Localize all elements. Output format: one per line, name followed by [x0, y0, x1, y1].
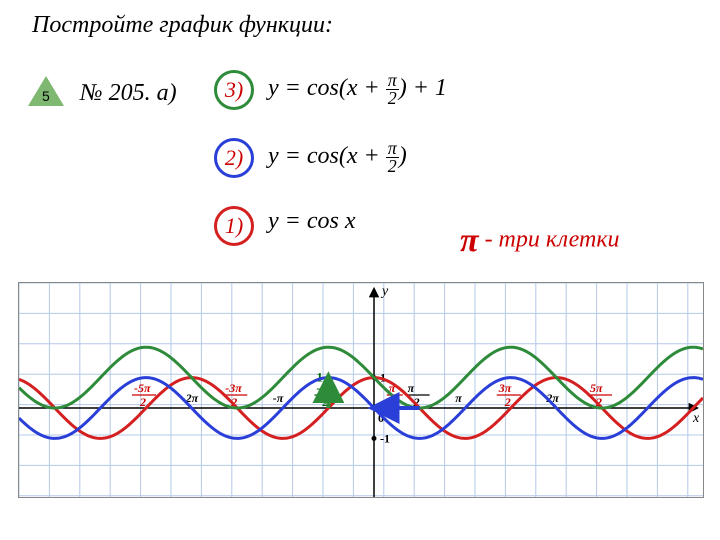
pi-note: π - три клетки — [460, 222, 620, 260]
svg-text:2: 2 — [139, 395, 146, 409]
step-formula-3: y = cos(x + π2) + 1 — [268, 72, 447, 107]
svg-text:π: π — [408, 381, 415, 395]
step-formula-1: y = cos x — [268, 208, 356, 235]
y-axis-label: y — [380, 284, 389, 299]
svg-text:3π: 3π — [498, 381, 512, 395]
ytick--1: -1 — [380, 431, 390, 445]
xtick: -π — [273, 391, 284, 405]
x-axis-label: x — [692, 411, 700, 426]
svg-text:-3π: -3π — [225, 381, 242, 395]
svg-text:2: 2 — [504, 395, 511, 409]
xtick: π — [455, 391, 462, 405]
chart-svg: xy01-1-5π2-2π-3π2-π-π2π2π3π22π5π2π21 — [19, 283, 703, 497]
pi-symbol: π — [460, 222, 479, 259]
page-title: Постройте график функции: — [32, 12, 333, 39]
svg-text:-5π: -5π — [134, 381, 151, 395]
svg-text:5π: 5π — [590, 381, 603, 395]
step-formula-2: y = cos(x + π2) — [268, 140, 407, 175]
chart-area: xy01-1-5π2-2π-3π2-π-π2π2π3π22π5π2π21 — [18, 282, 704, 498]
step-circle-3: 3) — [214, 70, 254, 110]
triangle-label: 5 — [42, 88, 50, 104]
exercise-number: № 205. а) — [80, 80, 177, 107]
step-circle-1: 1) — [214, 206, 254, 246]
xtick: -2π — [182, 391, 199, 405]
step-circle-2: 2) — [214, 138, 254, 178]
